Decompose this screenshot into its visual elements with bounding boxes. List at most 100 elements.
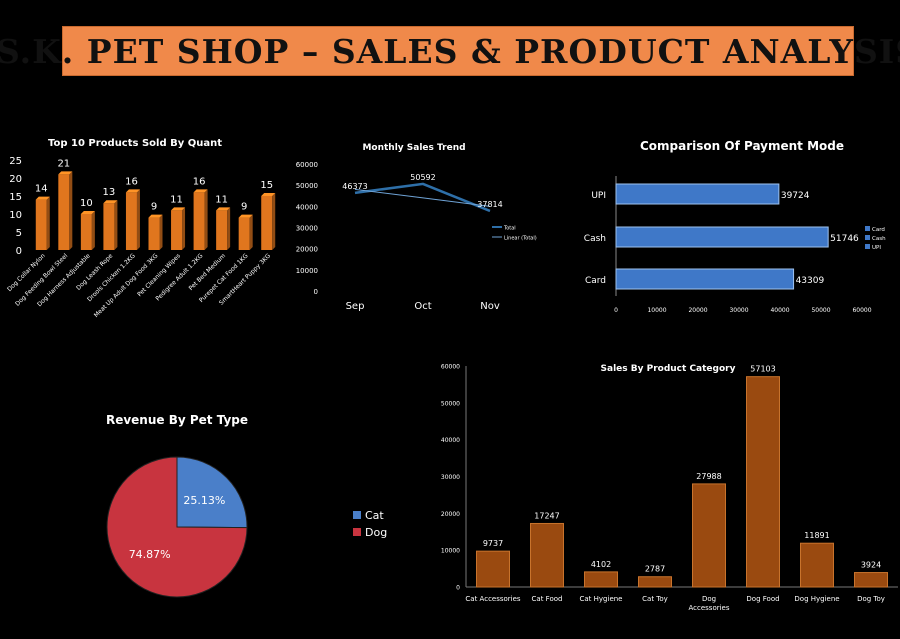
bar-top: [148, 214, 163, 218]
bar-top: [80, 211, 95, 214]
y-tick-label: 20000: [296, 246, 318, 254]
bar: [216, 210, 228, 250]
slice-label: 74.87%: [129, 548, 171, 561]
x-tick-label: Nov: [480, 301, 500, 312]
y-tick-label: 60000: [441, 364, 460, 371]
y-tick-label: 30000: [441, 474, 460, 481]
legend-swatch: [865, 235, 870, 240]
bar: [238, 217, 250, 250]
x-tick-label: 60000: [852, 307, 871, 314]
bar-side: [114, 200, 118, 250]
data-label: 9: [241, 202, 247, 213]
y-tick-label: 50000: [441, 400, 460, 407]
category-label: Card: [585, 276, 606, 286]
bar-top: [35, 196, 50, 200]
category-label: Accessories: [688, 604, 729, 612]
bar: [615, 183, 780, 205]
y-tick-label: 50000: [296, 182, 318, 190]
y-tick-label: 20000: [441, 511, 460, 518]
bar: [854, 572, 888, 588]
bar: [746, 376, 780, 588]
legend-label: Cash: [872, 236, 886, 242]
y-tick-label: 10000: [441, 548, 460, 555]
bar-top: [171, 207, 186, 211]
bar: [103, 203, 115, 250]
category-label: Cat Toy: [642, 595, 668, 603]
chart-title: Top 10 Products Sold By Quant: [48, 138, 222, 149]
series-line-linear-trend: [354, 188, 491, 207]
legend-swatch: [865, 226, 870, 231]
legend-label: Cat: [365, 509, 384, 522]
x-tick-label: Oct: [414, 301, 431, 312]
data-label: 9737: [483, 539, 503, 548]
data-label: 50592: [410, 173, 435, 182]
bar: [148, 217, 160, 250]
slice-label: 25.13%: [183, 494, 225, 507]
bar: [476, 550, 510, 588]
data-label: 17247: [534, 511, 559, 520]
bar: [125, 192, 137, 250]
category-label: Dog Hygiene: [794, 595, 839, 603]
data-label: 16: [193, 176, 206, 187]
data-label: 11: [215, 194, 228, 205]
bar-side: [204, 189, 208, 250]
data-label: 57103: [750, 365, 775, 374]
bar-side: [69, 171, 73, 250]
dashboard-title-banner: S.K. PET SHOP – SALES & PRODUCT ANALYSIS: [0, 26, 900, 76]
category-label: Cat Hygiene: [580, 595, 623, 603]
bar: [638, 576, 672, 588]
chart-title: Monthly Sales Trend: [362, 143, 465, 153]
bar-top: [216, 207, 231, 211]
legend-swatch: [353, 511, 361, 519]
bar: [692, 483, 726, 588]
bar: [261, 196, 273, 250]
x-tick-label: 50000: [811, 307, 830, 314]
legend-label: Dog: [365, 526, 387, 539]
chart-title: Revenue By Pet Type: [106, 413, 248, 427]
bar: [193, 192, 205, 250]
category-label: Cash: [584, 234, 606, 244]
bar-side: [159, 214, 163, 250]
y-tick-label: 25: [9, 156, 22, 167]
x-tick-label: 30000: [729, 307, 748, 314]
y-tick-label: 10: [9, 210, 22, 221]
bar: [80, 214, 92, 250]
bar-side: [46, 196, 50, 250]
bar-top: [261, 193, 276, 196]
data-label: 21: [57, 158, 70, 169]
bar: [615, 268, 795, 290]
data-label: 10: [80, 198, 93, 209]
y-tick-label: 30000: [296, 225, 318, 233]
bar-side: [136, 189, 140, 250]
bar-top: [58, 171, 73, 175]
y-tick-label: 0: [16, 246, 22, 257]
category-label: UPI: [591, 191, 606, 201]
y-tick-label: 0: [314, 288, 318, 296]
x-tick-label: 40000: [770, 307, 789, 314]
bar-top: [125, 189, 140, 193]
data-label: 15: [260, 180, 273, 191]
y-tick-label: 0: [456, 585, 460, 592]
chart-title: Comparison Of Payment Mode: [640, 139, 844, 153]
data-label: 3924: [861, 561, 881, 570]
data-label: 14: [35, 184, 48, 195]
data-label: 9: [151, 202, 157, 213]
y-tick-label: 15: [9, 192, 22, 203]
legend-label: Total: [503, 226, 516, 232]
y-tick-label: 40000: [296, 203, 318, 211]
data-label: 27988: [696, 472, 721, 481]
data-label: 46373: [342, 182, 367, 191]
bar: [584, 571, 618, 588]
pie-slice: [106, 456, 248, 598]
data-label: 39724: [781, 191, 810, 201]
data-label: 43309: [796, 276, 825, 286]
category-label: Dog Toy: [857, 595, 885, 603]
data-label: 13: [103, 187, 116, 198]
data-label: 11891: [804, 531, 829, 540]
bar: [35, 199, 47, 250]
bar-side: [182, 207, 186, 250]
